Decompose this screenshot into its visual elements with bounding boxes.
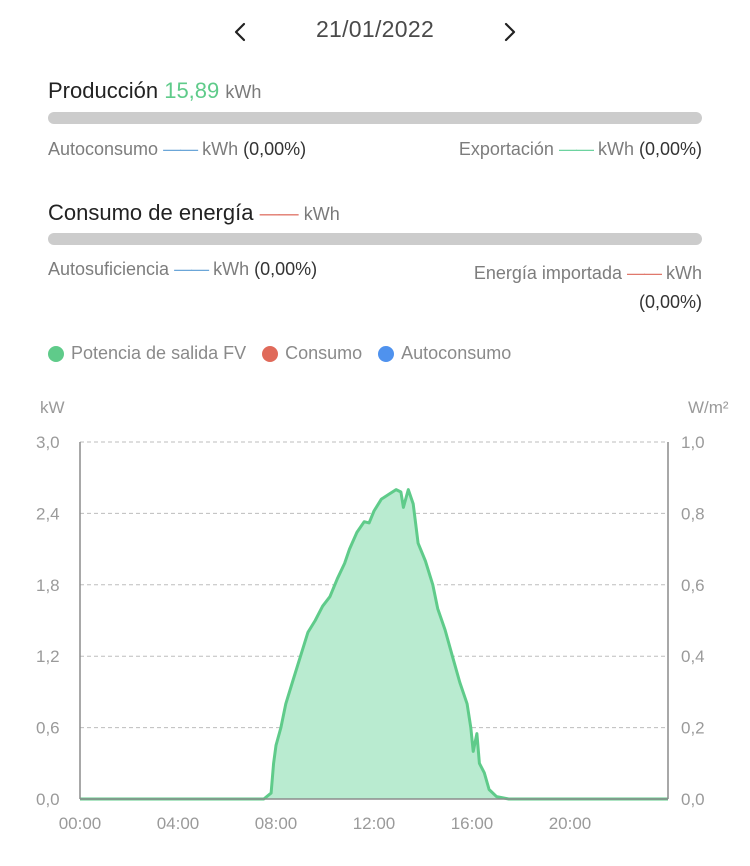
next-day-button[interactable] [492,14,528,50]
imported-energy-metric: Energía importada —— kWh (0,00%) [474,259,702,317]
self-consumption-metric: Autoconsumo —— kWh (0,00%) [48,139,306,160]
chart-legend: Potencia de salida FV Consumo Autoconsum… [48,343,527,364]
imported-energy-unit: kWh [666,263,702,283]
self-sufficiency-percent: (0,00%) [254,259,318,279]
current-date[interactable]: 21/01/2022 [315,16,435,42]
right-axis-tick-label: 0,2 [681,719,705,738]
export-unit: kWh [597,139,634,159]
self-sufficiency-value: —— [174,259,209,279]
export-label: Exportación [458,139,554,159]
legend-label-pv-output: Potencia de salida FV [71,343,247,363]
left-axis-tick-label: 1,8 [36,576,60,595]
legend-item-self-consumption[interactable]: Autoconsumo [378,343,511,364]
self-sufficiency-label: Autosuficiencia [48,259,170,279]
legend-dot-self-consumption [378,345,395,362]
consumption-value: —— [259,203,299,225]
self-sufficiency-unit: kWh [213,259,250,279]
self-consumption-percent: (0,00%) [243,139,307,159]
production-label: Producción [48,78,159,103]
legend-label-consumption: Consumo [285,343,363,363]
imported-energy-percent: (0,00%) [638,292,702,312]
left-axis-tick-label: 1,2 [36,647,60,666]
x-axis-tick-label: 16:00 [451,814,494,833]
right-axis-tick-label: 0,6 [681,576,705,595]
pv-output-line [80,488,668,801]
legend-item-consumption[interactable]: Consumo [262,343,362,364]
self-consumption-label: Autoconsumo [48,139,159,159]
left-axis-unit: kW [40,398,65,417]
x-axis-tick-label: 04:00 [157,814,200,833]
legend-item-pv-output[interactable]: Potencia de salida FV [48,343,246,364]
self-consumption-value: —— [163,139,198,159]
legend-label-self-consumption: Autoconsumo [401,343,512,363]
production-value: 15,89 [164,78,220,103]
legend-dot-consumption [262,345,279,362]
consumption-title: Consumo de energía —— kWh [48,200,340,226]
self-consumption-unit: kWh [202,139,239,159]
chevron-left-icon [234,22,246,42]
self-sufficiency-metric: Autosuficiencia —— kWh (0,00%) [48,259,317,280]
left-axis-tick-label: 3,0 [36,433,60,452]
production-bar [48,112,702,124]
previous-day-button[interactable] [222,14,258,50]
consumption-label: Consumo de energía [48,200,254,225]
right-axis-tick-label: 0,8 [681,504,705,523]
export-metric: Exportación —— kWh (0,00%) [459,139,702,160]
production-title: Producción 15,89 kWh [48,78,261,104]
consumption-unit: kWh [303,204,340,224]
x-axis-tick-label: 12:00 [353,814,396,833]
imported-energy-label: Energía importada [473,263,622,283]
right-axis-tick-label: 1,0 [681,433,705,452]
left-axis-tick-label: 2,4 [36,504,60,523]
imported-energy-value: —— [626,263,662,283]
export-percent: (0,00%) [638,139,702,159]
pv-output-area [80,489,668,799]
chevron-right-icon [504,22,516,42]
right-axis-tick-label: 0,4 [681,647,705,666]
left-axis-tick-label: 0,0 [36,790,60,809]
consumption-bar [48,233,702,245]
pv-power-chart[interactable]: kW W/m² 3,0 1,0 2,4 0,8 1,8 0,6 1,2 0,4 0,6 0,2 0,… [0,392,750,866]
right-axis-tick-label: 0,0 [681,790,705,809]
x-axis-tick-label: 20:00 [549,814,592,833]
export-value: —— [558,139,594,159]
x-axis-tick-label: 08:00 [255,814,298,833]
legend-dot-pv-output [48,345,64,362]
production-unit: kWh [225,82,262,102]
right-axis-unit: W/m² [688,398,729,417]
left-axis-tick-label: 0,6 [36,719,60,738]
x-axis-tick-label: 00:00 [59,814,102,833]
date-navigator: 21/01/2022 [0,0,750,62]
